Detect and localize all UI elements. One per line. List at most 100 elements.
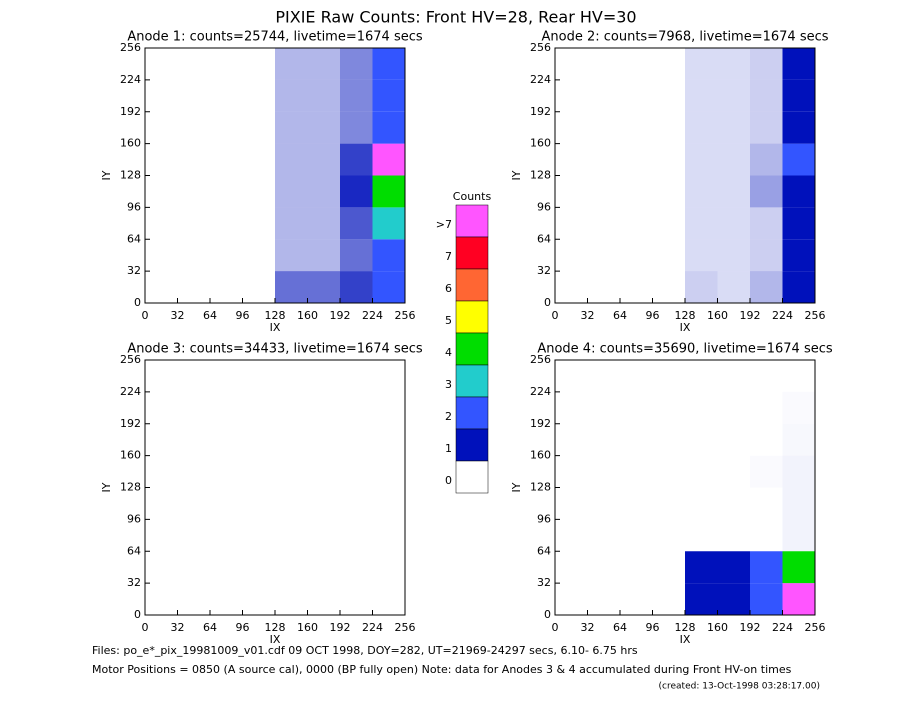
x-axis-label: IX (680, 321, 691, 334)
y-tick-label: 64 (537, 232, 551, 245)
heat-cell (340, 79, 373, 112)
heat-cell (685, 271, 718, 303)
colorbar-swatch (455, 396, 489, 430)
heat-cell (685, 79, 718, 112)
x-tick-label: 192 (740, 309, 761, 322)
colorbar-swatch (455, 460, 489, 494)
y-tick-label: 160 (530, 449, 551, 462)
heat-cell (275, 48, 308, 80)
heat-cell (685, 143, 718, 176)
y-tick-label: 256 (120, 353, 141, 366)
heat-cell (717, 143, 750, 176)
colorbar-swatch (455, 364, 489, 398)
colorbar-label: 1 (445, 442, 452, 455)
heat-cell (750, 239, 783, 272)
heat-cell (372, 271, 405, 303)
y-tick-label: 256 (530, 41, 551, 54)
colorbar-label: 6 (445, 282, 452, 295)
y-tick-label: 256 (120, 41, 141, 54)
x-tick-label: 224 (772, 309, 793, 322)
panel-title: Anode 4: counts=35690, livetime=1674 sec… (537, 342, 833, 357)
y-tick-label: 32 (537, 576, 551, 589)
x-tick-label: 32 (581, 621, 595, 634)
colorbar-title: Counts (453, 190, 492, 203)
plot-frame (144, 359, 406, 616)
x-tick-label: 224 (362, 309, 383, 322)
heat-cell (782, 519, 815, 552)
x-tick-label: 256 (395, 621, 416, 634)
x-axis-label: IX (680, 633, 691, 646)
y-tick-label: 160 (530, 137, 551, 150)
y-tick-label: 224 (530, 385, 551, 398)
footer-line: Motor Positions = 0850 (A source cal), 0… (92, 663, 792, 676)
colorbar-label: 5 (445, 314, 452, 327)
heat-cell (750, 48, 783, 80)
x-tick-label: 64 (613, 309, 627, 322)
y-tick-label: 128 (530, 481, 551, 494)
y-tick-label: 0 (544, 608, 551, 621)
y-tick-label: 64 (537, 544, 551, 557)
heat-cell (685, 175, 718, 208)
y-axis-label: IY (100, 482, 113, 492)
heat-cell (782, 143, 815, 176)
heat-cell (372, 111, 405, 144)
x-tick-label: 128 (265, 621, 286, 634)
heat-cell (782, 455, 815, 488)
x-tick-label: 192 (740, 621, 761, 634)
heat-cell (782, 175, 815, 208)
y-tick-label: 224 (530, 73, 551, 86)
x-axis-label: IX (270, 321, 281, 334)
y-tick-label: 224 (120, 73, 141, 86)
heat-cell (782, 207, 815, 240)
x-tick-label: 224 (362, 621, 383, 634)
y-tick-label: 0 (134, 608, 141, 621)
heat-cell (750, 271, 783, 303)
x-tick-label: 160 (297, 309, 318, 322)
x-tick-label: 256 (805, 309, 826, 322)
y-axis-label: IY (510, 170, 523, 180)
x-tick-label: 128 (265, 309, 286, 322)
heat-cell (340, 111, 373, 144)
x-tick-label: 64 (613, 621, 627, 634)
x-tick-label: 160 (707, 621, 728, 634)
x-tick-label: 64 (203, 309, 217, 322)
heat-cell (307, 175, 340, 208)
y-tick-label: 32 (127, 264, 141, 277)
panel-title: Anode 2: counts=7968, livetime=1674 secs (541, 30, 828, 45)
heat-cell (783, 392, 816, 424)
x-tick-label: 128 (675, 309, 696, 322)
y-tick-label: 96 (537, 512, 551, 525)
x-tick-label: 64 (203, 621, 217, 634)
x-tick-label: 96 (236, 621, 250, 634)
heat-cell (307, 111, 340, 144)
x-tick-label: 0 (142, 309, 149, 322)
y-tick-label: 128 (120, 169, 141, 182)
heat-cell (275, 143, 308, 176)
y-tick-label: 224 (120, 385, 141, 398)
heat-cell (717, 583, 750, 615)
heat-cell (782, 551, 815, 584)
x-tick-label: 32 (581, 309, 595, 322)
x-tick-label: 0 (552, 309, 559, 322)
heat-cell (782, 48, 815, 80)
page-title: PIXIE Raw Counts: Front HV=28, Rear HV=3… (275, 8, 636, 27)
colorbar-swatch (455, 204, 489, 238)
heat-cell (275, 207, 308, 240)
heat-cell (782, 271, 815, 303)
heat-cell (750, 583, 783, 615)
x-tick-label: 192 (330, 309, 351, 322)
created-note: (created: 13-Oct-1998 03:28:17.00) (659, 682, 820, 692)
heat-cell (275, 239, 308, 272)
panel-title: Anode 3: counts=34433, livetime=1674 sec… (127, 342, 423, 357)
y-tick-label: 96 (127, 512, 141, 525)
heat-cell (717, 207, 750, 240)
x-tick-label: 128 (675, 621, 696, 634)
heat-cell (750, 111, 783, 144)
heat-cell (275, 111, 308, 144)
heat-cell (372, 143, 405, 176)
x-tick-label: 192 (330, 621, 351, 634)
heat-cell (685, 48, 718, 80)
y-tick-label: 0 (544, 296, 551, 309)
colorbar-swatch (455, 268, 489, 302)
y-tick-label: 192 (530, 105, 551, 118)
